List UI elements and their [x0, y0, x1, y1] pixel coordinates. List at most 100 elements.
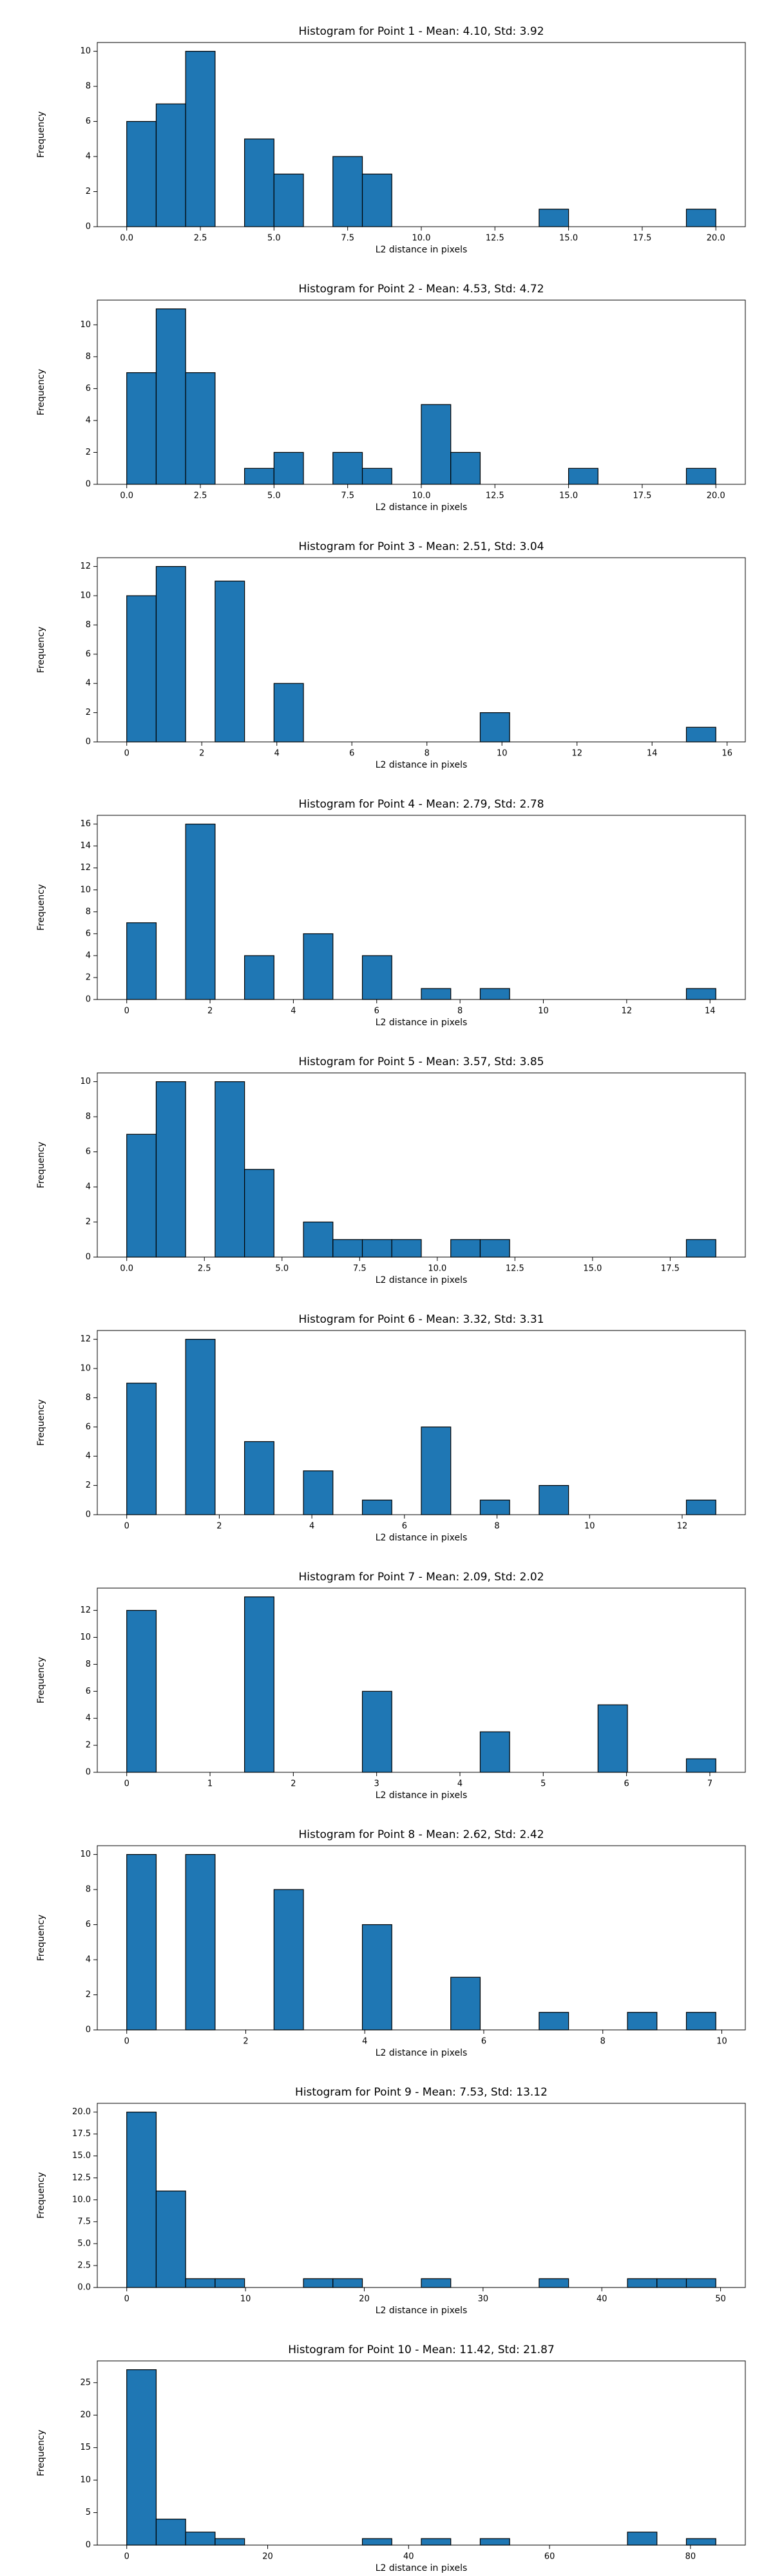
bar — [685, 2538, 716, 2546]
y-tick-label: 2 — [86, 1741, 91, 1750]
x-tick-label: 5.0 — [275, 1264, 289, 1274]
bar — [155, 1081, 186, 1258]
x-tick-label: 4 — [457, 1779, 463, 1789]
bar — [685, 726, 716, 743]
x-axis-label: L2 distance in pixels — [376, 760, 468, 770]
bar — [685, 209, 716, 227]
y-tick-label: 4 — [86, 1452, 91, 1461]
bar — [479, 2538, 510, 2546]
x-tick-label: 12.5 — [486, 491, 504, 501]
y-axis-label: Frequency — [36, 2430, 46, 2476]
y-tick-label: 14 — [80, 841, 91, 851]
bar — [185, 372, 216, 485]
y-tick-label: 8 — [86, 620, 91, 630]
x-tick-label: 0 — [124, 2037, 129, 2047]
x-tick-label: 0 — [124, 749, 129, 759]
y-tick-label: 12.5 — [72, 2173, 91, 2183]
x-tick-label: 20.0 — [707, 491, 725, 501]
bar — [361, 2538, 392, 2546]
bar — [479, 988, 510, 1000]
y-tick-label: 0 — [86, 2541, 91, 2550]
bar — [215, 2538, 245, 2546]
x-tick-label: 15.0 — [583, 1264, 602, 1274]
x-tick-label: 0 — [124, 1522, 129, 1531]
x-tick-label: 4 — [309, 1522, 314, 1531]
bar — [627, 2012, 658, 2031]
axes-frame — [97, 557, 746, 743]
x-tick-label: 10 — [716, 2037, 727, 2047]
x-tick-label: 50 — [715, 2295, 726, 2304]
bar — [215, 580, 245, 743]
bar — [155, 308, 186, 485]
x-tick-label: 8 — [494, 1522, 499, 1531]
bar — [185, 1339, 216, 1515]
chart-title: Histogram for Point 3 - Mean: 2.51, Std:… — [298, 540, 544, 553]
x-tick-label: 8 — [457, 1007, 463, 1016]
bar — [126, 1383, 157, 1515]
y-tick-label: 17.5 — [72, 2129, 91, 2139]
x-tick-label: 10 — [538, 1007, 549, 1016]
y-tick-label: 6 — [86, 929, 91, 938]
y-tick-label: 5 — [86, 2508, 91, 2517]
bar — [244, 955, 274, 1000]
y-tick-label: 15 — [80, 2443, 91, 2452]
x-tick-label: 2.5 — [198, 1264, 211, 1274]
bar — [303, 2278, 334, 2288]
y-tick-label: 8 — [86, 907, 91, 916]
x-axis-label: L2 distance in pixels — [376, 1790, 468, 1801]
bar — [421, 2278, 452, 2288]
y-tick-label: 8 — [86, 1885, 91, 1895]
bar — [244, 468, 274, 485]
axes-frame — [97, 1330, 746, 1515]
y-tick-label: 0 — [86, 480, 91, 489]
bar — [685, 2278, 716, 2288]
y-tick-label: 4 — [86, 679, 91, 688]
bar — [450, 451, 481, 485]
x-tick-label: 7.5 — [353, 1264, 367, 1274]
x-tick-label: 6 — [481, 2037, 486, 2047]
x-axis-label: L2 distance in pixels — [376, 2306, 468, 2316]
x-tick-label: 20 — [359, 2295, 370, 2304]
x-axis-label: L2 distance in pixels — [376, 2048, 468, 2058]
bar — [627, 2532, 658, 2546]
bar — [244, 138, 274, 227]
x-tick-label: 4 — [291, 1007, 296, 1016]
x-axis-label: L2 distance in pixels — [376, 245, 468, 255]
bar — [273, 451, 304, 485]
chart-title: Histogram for Point 10 - Mean: 11.42, St… — [288, 2344, 555, 2356]
x-tick-label: 2.5 — [194, 234, 207, 243]
x-tick-label: 5.0 — [267, 234, 281, 243]
bar — [361, 1499, 392, 1515]
y-axis-label: Frequency — [36, 1915, 46, 1961]
y-axis-label: Frequency — [36, 1399, 46, 1446]
bar — [303, 1470, 334, 1515]
axes-frame — [97, 2360, 746, 2546]
x-tick-label: 2 — [216, 1522, 222, 1531]
y-tick-label: 2 — [86, 448, 91, 457]
x-tick-label: 15.0 — [559, 491, 578, 501]
y-tick-label: 10 — [80, 885, 91, 895]
bar — [421, 1426, 452, 1515]
bar — [479, 1731, 510, 1773]
x-tick-label: 16 — [721, 749, 732, 759]
x-tick-label: 12 — [677, 1522, 688, 1531]
y-tick-label: 0 — [86, 222, 91, 232]
x-tick-label: 14 — [647, 749, 658, 759]
y-tick-label: 6 — [86, 649, 91, 659]
y-tick-label: 10 — [80, 1850, 91, 1859]
y-tick-label: 2 — [86, 187, 91, 196]
y-tick-label: 4 — [86, 951, 91, 960]
bar — [685, 468, 716, 485]
chart-title: Histogram for Point 5 - Mean: 3.57, Std:… — [298, 1056, 544, 1068]
bar — [332, 451, 363, 485]
y-tick-label: 10 — [80, 591, 91, 601]
bar — [685, 1239, 716, 1258]
x-tick-label: 0 — [124, 2552, 129, 2562]
x-tick-label: 7 — [707, 1779, 712, 1789]
x-axis-label: L2 distance in pixels — [376, 502, 468, 513]
y-tick-label: 4 — [86, 415, 91, 425]
bar — [479, 712, 510, 743]
y-tick-label: 6 — [86, 1422, 91, 1432]
bar — [244, 1441, 274, 1515]
y-axis-label: Frequency — [36, 884, 46, 931]
